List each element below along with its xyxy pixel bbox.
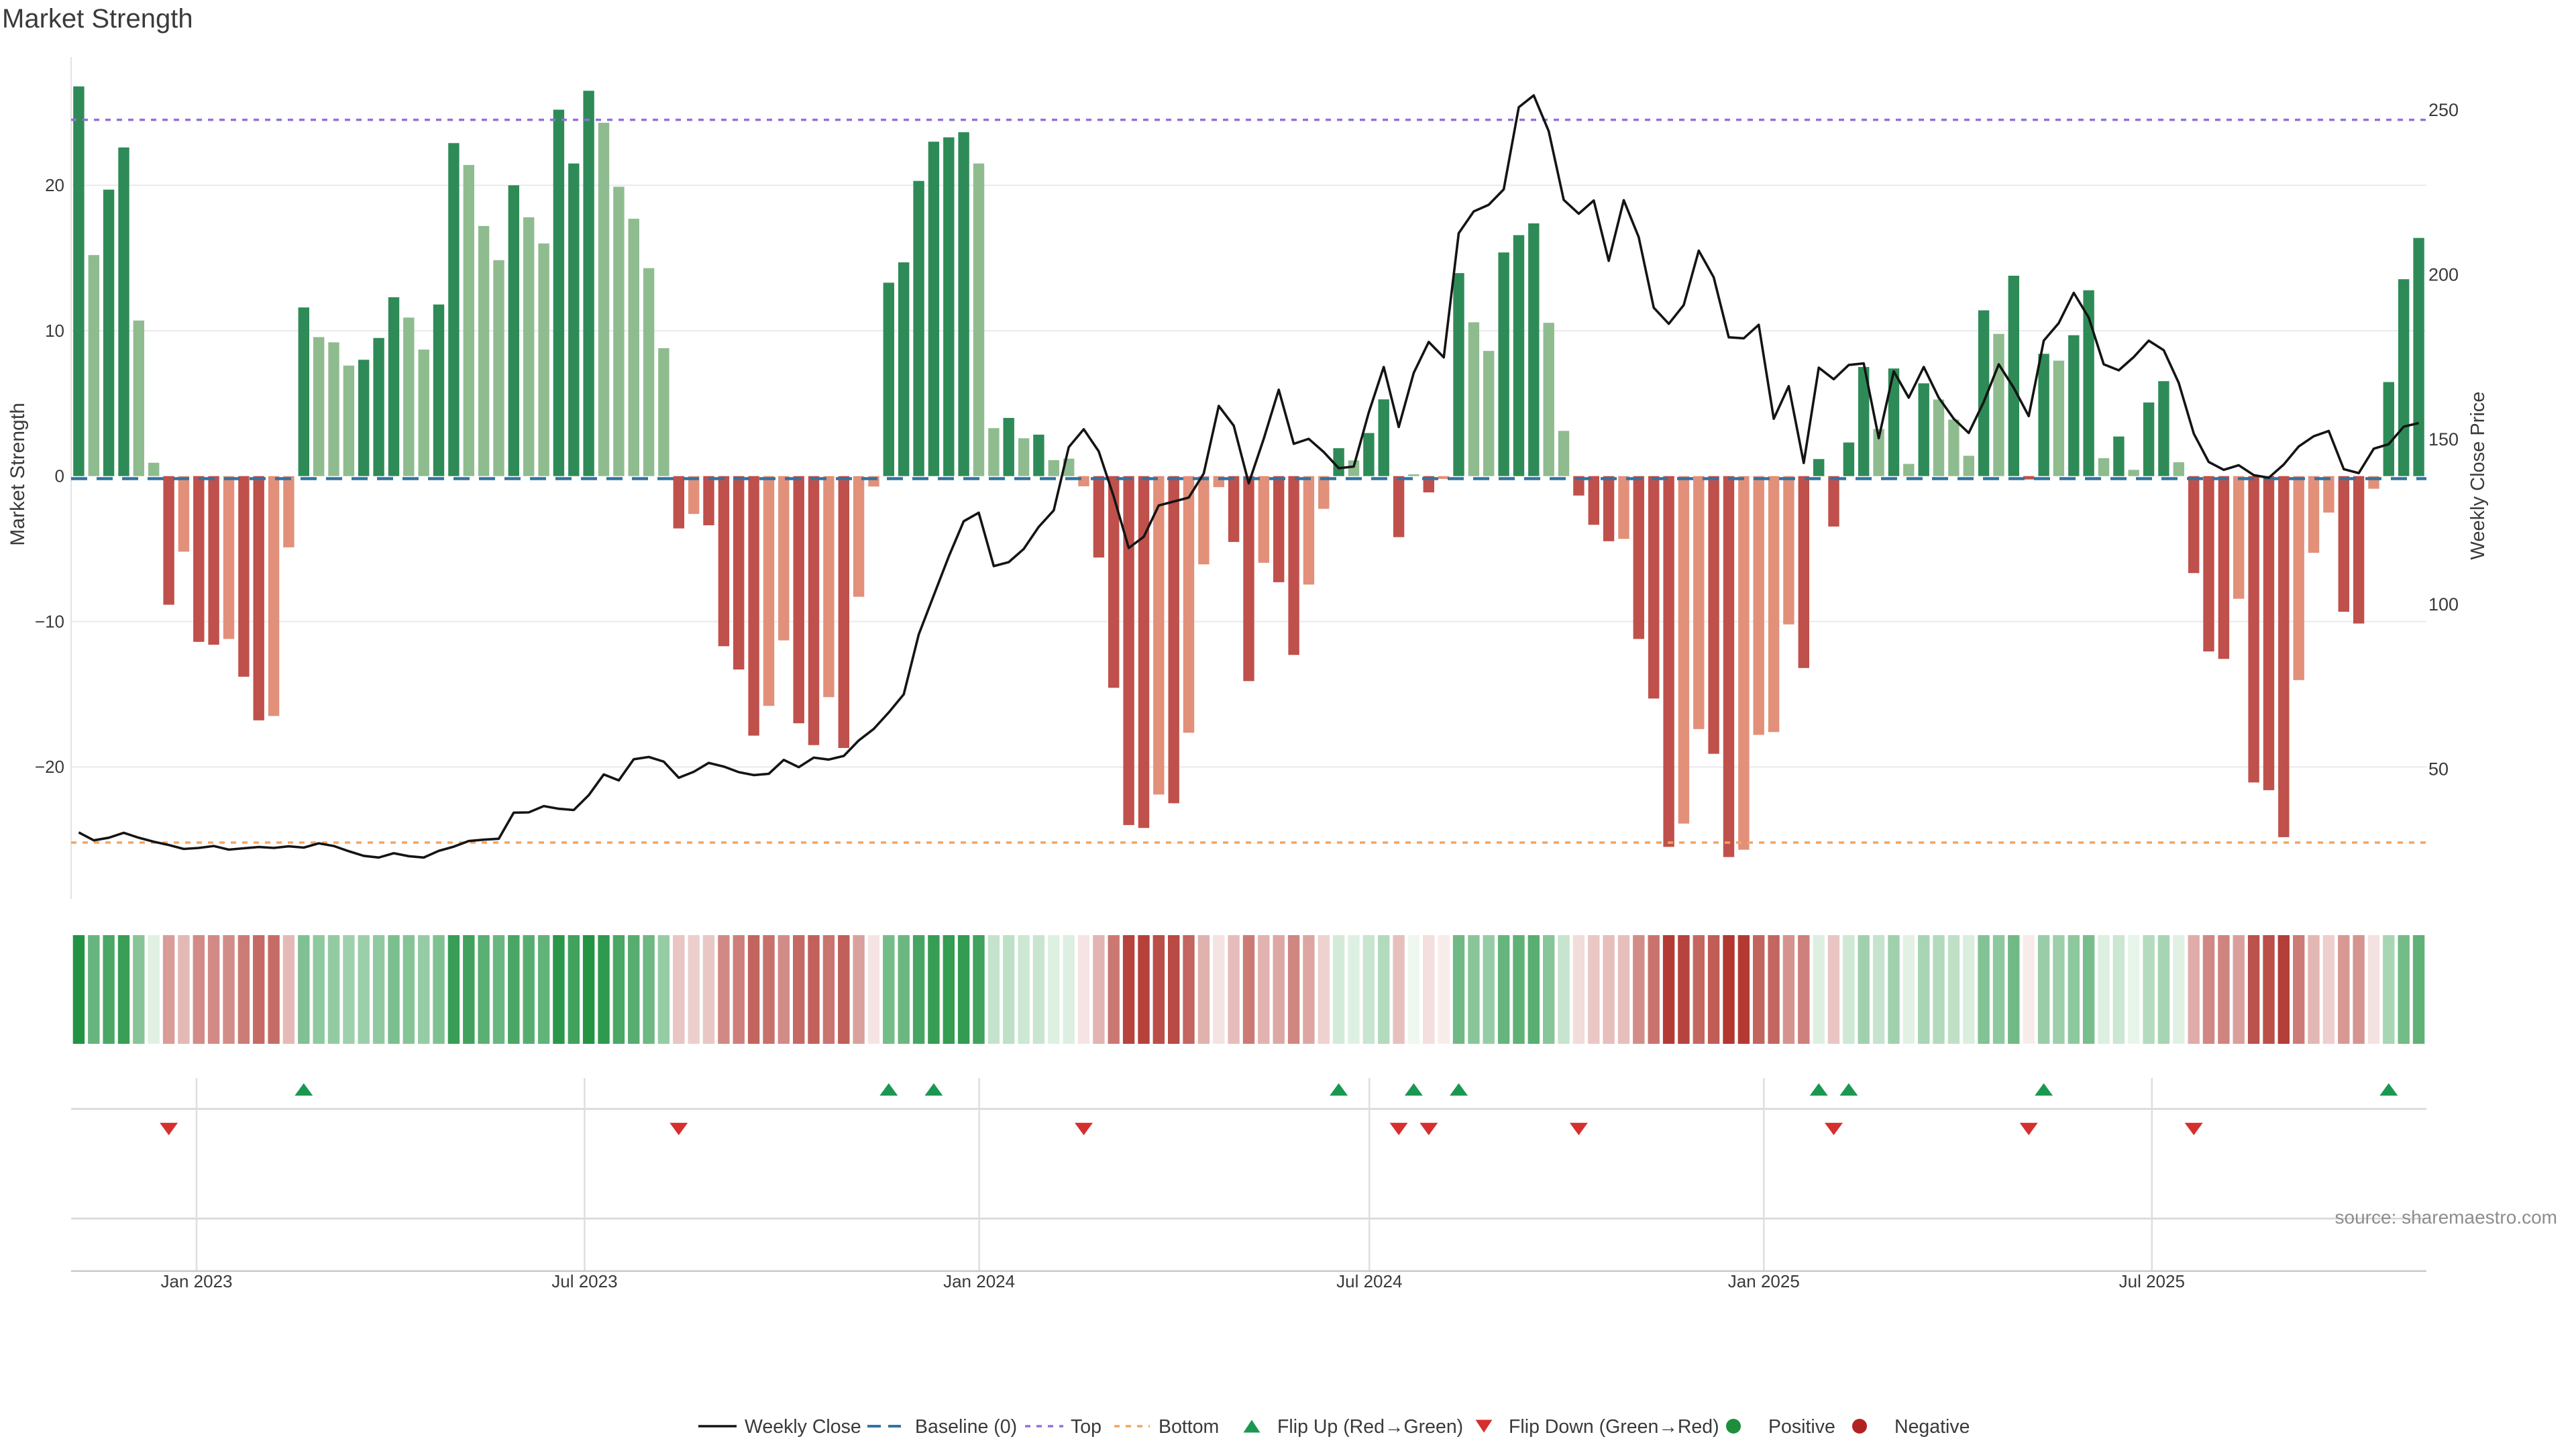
svg-text:Jan 2023: Jan 2023 [161, 1271, 233, 1291]
svg-text:Market Strength: Market Strength [2, 4, 193, 34]
svg-text:source: sharemaestro.com: source: sharemaestro.com [2335, 1207, 2557, 1228]
svg-text:Baseline (0): Baseline (0) [915, 1416, 1017, 1438]
svg-text:10: 10 [45, 321, 64, 341]
svg-text:−10: −10 [35, 612, 64, 632]
svg-text:Flip Down (Green→Red): Flip Down (Green→Red) [1509, 1416, 1719, 1438]
svg-text:Negative: Negative [1894, 1416, 1970, 1438]
svg-text:Jul 2023: Jul 2023 [551, 1271, 617, 1291]
svg-text:−20: −20 [35, 757, 64, 777]
svg-text:20: 20 [45, 175, 64, 195]
svg-text:Positive: Positive [1768, 1416, 1835, 1438]
svg-text:Jul 2024: Jul 2024 [1336, 1271, 1402, 1291]
svg-text:200: 200 [2428, 265, 2459, 285]
svg-text:0: 0 [55, 466, 64, 486]
svg-text:Market Strength: Market Strength [7, 402, 29, 545]
svg-text:Jul 2025: Jul 2025 [2119, 1271, 2185, 1291]
svg-text:Bottom: Bottom [1159, 1416, 1219, 1438]
svg-text:250: 250 [2428, 100, 2459, 120]
svg-text:50: 50 [2428, 759, 2449, 780]
svg-text:Flip Up (Red→Green): Flip Up (Red→Green) [1277, 1416, 1463, 1438]
svg-text:Weekly Close Price: Weekly Close Price [2467, 392, 2489, 560]
svg-text:Weekly Close: Weekly Close [745, 1416, 861, 1438]
svg-text:100: 100 [2428, 594, 2459, 614]
svg-text:150: 150 [2428, 429, 2459, 449]
svg-text:Top: Top [1071, 1416, 1102, 1438]
svg-text:Jan 2024: Jan 2024 [943, 1271, 1015, 1291]
svg-text:Jan 2025: Jan 2025 [1728, 1271, 1800, 1291]
